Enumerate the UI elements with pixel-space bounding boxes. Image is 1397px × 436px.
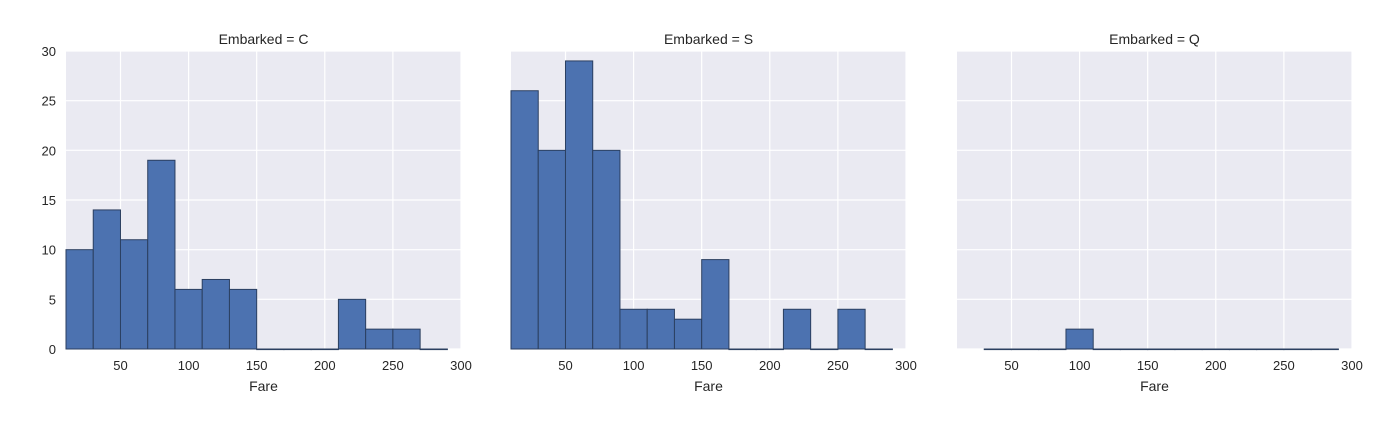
- histogram-bar: [283, 348, 312, 351]
- histogram-bar: [728, 348, 757, 351]
- y-tick-label: 20: [42, 143, 56, 158]
- facet-panel-2: Embarked = S 50 100 150 200 250 300 Fare: [510, 31, 917, 394]
- histogram-bar: [1065, 328, 1094, 350]
- histogram-bar: [1201, 348, 1230, 351]
- x-tick-label: 300: [1341, 358, 1363, 373]
- x-axis-label: Fare: [249, 378, 278, 394]
- histogram-bar: [1147, 348, 1176, 351]
- histogram-bar: [1010, 348, 1040, 351]
- x-tick-label: 300: [895, 358, 917, 373]
- histogram-bar: [1174, 348, 1203, 351]
- y-tick-label: 0: [49, 342, 56, 357]
- x-tick-label: 100: [178, 358, 200, 373]
- histogram-bar: [174, 288, 203, 350]
- x-axis-label: Fare: [694, 378, 723, 394]
- x-tick-label: 250: [382, 358, 404, 373]
- histogram-bar: [119, 239, 149, 350]
- histogram-bar: [646, 308, 675, 350]
- histogram-bar: [65, 249, 94, 350]
- histogram-bar: [1038, 348, 1067, 351]
- histogram-bar: [837, 308, 866, 350]
- histogram-bar: [1119, 348, 1149, 351]
- histogram-bar: [228, 288, 258, 350]
- histogram-bar: [810, 348, 839, 351]
- y-tick-label: 5: [49, 292, 56, 307]
- x-tick-label: 100: [623, 358, 645, 373]
- histogram-bar: [510, 90, 539, 350]
- x-tick-label: 150: [1137, 358, 1159, 373]
- x-tick-label: 100: [1069, 358, 1091, 373]
- histogram-bar: [1283, 348, 1312, 351]
- histogram-bar: [592, 149, 621, 350]
- histogram-bar: [673, 318, 703, 350]
- histogram-bar: [1092, 348, 1121, 351]
- histogram-bar: [419, 348, 448, 351]
- x-tick-label: 50: [113, 358, 127, 373]
- facet-panel-3: Embarked = Q 50 100 150 200 250 300 Fare: [957, 31, 1363, 394]
- x-tick-label: 200: [759, 358, 781, 373]
- x-tick-label: 300: [450, 358, 472, 373]
- histogram-bar: [864, 348, 893, 351]
- histogram-bar: [201, 278, 230, 350]
- y-tick-label: 15: [42, 193, 56, 208]
- histogram-bar: [147, 159, 176, 350]
- histogram-bar: [310, 348, 339, 351]
- panel-title: Embarked = S: [664, 31, 753, 47]
- histogram-bar: [755, 348, 784, 351]
- x-tick-label: 150: [246, 358, 268, 373]
- histogram-bar: [564, 60, 594, 350]
- x-tick-label: 50: [558, 358, 572, 373]
- panel-title: Embarked = C: [219, 31, 309, 47]
- x-tick-label: 250: [1273, 358, 1295, 373]
- x-tick-label: 50: [1004, 358, 1018, 373]
- histogram-bar: [1228, 348, 1258, 351]
- histogram-bar: [1310, 348, 1339, 351]
- histogram-bar: [92, 209, 121, 350]
- histogram-bar: [983, 348, 1012, 351]
- x-axis-label: Fare: [1140, 378, 1169, 394]
- histogram-bar: [537, 149, 566, 350]
- histogram-bar: [337, 298, 367, 350]
- histogram-bar: [701, 259, 730, 350]
- histogram-bar: [782, 308, 812, 350]
- panel-title: Embarked = Q: [1109, 31, 1200, 47]
- x-tick-label: 250: [827, 358, 849, 373]
- histogram-bar: [392, 328, 421, 350]
- histogram-bar: [256, 348, 285, 351]
- y-tick-label: 30: [42, 44, 56, 59]
- histogram-bar: [365, 328, 394, 350]
- histogram-bar: [619, 308, 648, 350]
- x-tick-label: 200: [314, 358, 336, 373]
- facet-panel-1: Embarked = C 50 100 150 200 250 300 0 5 10 15 20 25 3…: [42, 31, 472, 394]
- x-tick-label: 200: [1205, 358, 1227, 373]
- x-tick-label: 150: [691, 358, 713, 373]
- y-tick-label: 10: [42, 243, 56, 258]
- y-tick-label: 25: [42, 94, 56, 109]
- histogram-bar: [1256, 348, 1285, 351]
